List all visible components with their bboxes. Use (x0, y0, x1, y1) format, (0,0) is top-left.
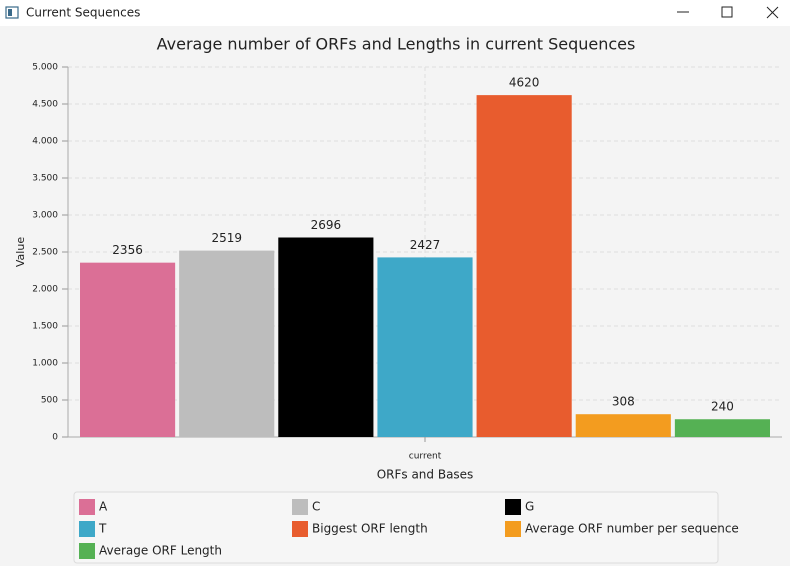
close-button[interactable] (766, 6, 779, 19)
legend-label: Average ORF number per sequence (525, 522, 739, 536)
legend (73, 491, 719, 564)
legend-swatch (79, 543, 95, 559)
y-tick-label: 500 (41, 396, 58, 406)
app-icon-inner (8, 9, 12, 16)
bar (476, 95, 572, 438)
value-label: 240 (711, 400, 734, 414)
y-tick-label: 5.000 (32, 63, 58, 73)
bar (674, 419, 770, 437)
legend-swatch (79, 521, 95, 537)
bar (377, 257, 473, 437)
y-tick-label: 4.500 (32, 100, 58, 110)
legend-swatch (292, 521, 308, 537)
legend-swatch (79, 499, 95, 515)
legend-label: A (99, 500, 108, 514)
value-label: 2519 (211, 231, 242, 245)
legend-label: G (525, 500, 534, 514)
x-tick-label: current (409, 452, 442, 462)
y-tick-label: 2.500 (32, 248, 58, 258)
legend-label: Average ORF Length (99, 544, 222, 558)
legend-label: Biggest ORF length (312, 522, 428, 536)
legend-swatch (292, 499, 308, 515)
title-bar (0, 0, 790, 26)
value-label: 308 (612, 395, 635, 409)
legend-label: C (312, 500, 320, 514)
chart-title: Average number of ORFs and Lengths in cu… (157, 35, 636, 54)
legend-swatch (505, 521, 521, 537)
bar (179, 250, 275, 437)
bar (80, 262, 176, 437)
value-label: 4620 (509, 76, 540, 90)
y-tick-label: 4.000 (32, 137, 58, 147)
maximize-button[interactable] (721, 6, 733, 18)
y-tick-label: 2.000 (32, 285, 58, 295)
value-label: 2427 (410, 238, 441, 252)
app-icon (5, 6, 19, 19)
legend-label: T (98, 522, 107, 536)
y-axis-label: Value (14, 237, 27, 267)
bar (278, 237, 374, 437)
y-tick-label: 3.500 (32, 174, 58, 184)
bar (575, 414, 671, 437)
y-tick-label: 1.000 (32, 359, 58, 369)
x-axis-label: ORFs and Bases (377, 468, 474, 482)
value-label: 2696 (311, 218, 342, 232)
window-title: Current Sequences (26, 6, 140, 20)
y-tick-label: 0 (52, 433, 58, 443)
legend-swatch (505, 499, 521, 515)
y-tick-label: 3.000 (32, 211, 58, 221)
y-tick-label: 1.500 (32, 322, 58, 332)
value-label: 2356 (112, 243, 143, 257)
